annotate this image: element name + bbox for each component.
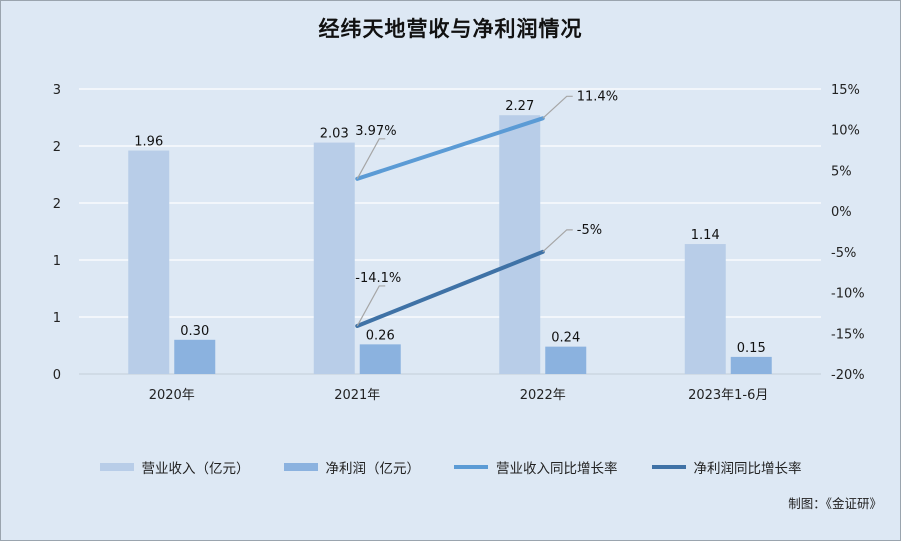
x-axis-tick: 2022年 [520,388,566,403]
right-axis-tick: 5% [831,164,852,179]
legend-item-revenue-growth: 营业收入同比增长率 [454,457,618,477]
legend: 营业收入（亿元） 净利润（亿元） 营业收入同比增长率 净利润同比增长率 [1,455,900,479]
bar [359,344,401,374]
bar-data-label: 0.30 [180,324,209,339]
label-leader [542,95,573,119]
x-axis-tick: 2020年 [149,388,195,403]
left-axis-tick: 2 [53,140,61,155]
bar-data-label: 2.03 [320,127,349,142]
legend-item-profit-growth: 净利润同比增长率 [651,457,802,477]
bar-data-label: 0.26 [366,328,395,343]
left-axis-tick: 3 [53,83,61,98]
bar [545,346,587,374]
series-line [355,116,545,181]
right-axis-tick: 15% [831,83,860,98]
chart-title: 经纬天地营收与净利润情况 [318,17,583,41]
legend-swatch-net-profit [283,463,318,471]
bar [684,244,726,374]
label-leader [356,285,386,327]
legend-label-revenue: 营业收入（亿元） [141,461,250,477]
x-axis-tick: 2023年1-6月 [688,388,768,403]
label-leader [542,229,573,253]
line-data-label: -14.1% [355,271,401,286]
right-axis-tick: 0% [831,205,852,220]
label-leader [356,138,386,180]
right-axis-tick: -5% [831,246,856,261]
series-line [355,249,545,328]
x-axis-tick: 2021年 [334,388,380,403]
bar-data-label: 1.14 [691,228,720,243]
legend-swatch-revenue-growth [454,465,488,469]
bar [128,150,170,374]
left-axis-tick: 2 [53,197,61,212]
bar [174,339,216,374]
left-axis-tick: 1 [53,254,61,269]
bar [313,142,355,374]
credit-text: 制图：《金证研》 [788,496,882,511]
bar [730,356,772,374]
bar-data-label: 0.24 [551,331,580,346]
legend-item-net-profit: 净利润（亿元） [283,457,421,477]
right-axis-tick: -10% [831,287,865,302]
legend-swatch-profit-growth [651,465,686,469]
line-data-label: 11.4% [577,89,618,104]
bar [499,115,541,374]
legend-label-revenue-growth: 营业收入同比增长率 [496,461,618,477]
right-axis-tick: -20% [831,368,865,383]
legend-swatch-revenue [99,463,134,471]
line-data-label: 3.97% [355,124,396,139]
bar-data-label: 0.15 [737,341,766,356]
right-axis-tick: -15% [831,327,865,342]
bar-data-label: 1.96 [134,135,163,150]
left-axis-tick: 0 [53,368,61,383]
legend-label-profit-growth: 净利润同比增长率 [693,461,802,477]
left-axis-tick: 1 [53,311,61,326]
bar-data-label: 2.27 [505,99,534,114]
right-axis-tick: 10% [831,124,860,139]
legend-label-net-profit: 净利润（亿元） [325,461,421,477]
line-data-label: -5% [577,223,602,238]
legend-item-revenue: 营业收入（亿元） [99,457,250,477]
